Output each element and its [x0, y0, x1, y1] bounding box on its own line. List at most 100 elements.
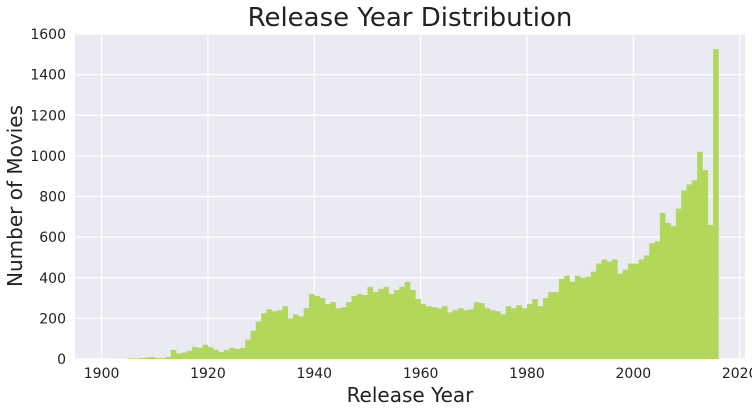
- histogram-bar: [671, 226, 677, 359]
- histogram-bar: [266, 309, 272, 359]
- histogram-bar: [352, 296, 358, 359]
- histogram-bar: [623, 270, 629, 359]
- histogram-bar: [144, 358, 150, 359]
- histogram-bar: [580, 278, 586, 359]
- histogram-bar: [213, 350, 219, 359]
- histogram-bar: [453, 310, 459, 359]
- histogram-bar: [245, 340, 251, 359]
- histogram-bar: [447, 312, 453, 359]
- y-axis-label: Number of Movies: [3, 105, 27, 287]
- histogram-bar: [681, 190, 687, 359]
- histogram-bar: [346, 302, 352, 359]
- histogram-bar: [128, 358, 134, 359]
- histogram-bar: [165, 357, 171, 359]
- histogram-bar: [298, 316, 304, 359]
- histogram-bar: [293, 314, 299, 359]
- histogram-bar: [367, 287, 373, 359]
- histogram-bar: [617, 274, 623, 359]
- histogram-bar: [139, 358, 145, 359]
- histogram-bar: [155, 358, 161, 359]
- histogram-bar: [442, 306, 448, 359]
- histogram-bar: [474, 302, 480, 359]
- histogram-bar: [554, 292, 560, 359]
- histogram-bar: [559, 279, 565, 359]
- histogram-bar: [639, 259, 645, 359]
- histogram-bar: [431, 307, 437, 359]
- histogram-bar: [394, 290, 400, 359]
- histogram-bar: [500, 314, 506, 359]
- y-tick-label: 1200: [30, 108, 66, 124]
- histogram-bar: [612, 259, 618, 359]
- histogram-bar: [277, 310, 283, 359]
- histogram-bar: [702, 170, 708, 359]
- histogram-bar: [591, 272, 597, 359]
- histogram-bar: [272, 311, 278, 359]
- x-tick-label: 1920: [190, 366, 226, 382]
- histogram-bar: [676, 209, 682, 359]
- histogram-bar: [570, 282, 576, 359]
- histogram-bar: [607, 262, 613, 360]
- histogram-bar: [187, 351, 193, 359]
- histogram-bar: [421, 304, 427, 359]
- y-tick-label: 400: [39, 271, 66, 287]
- histogram-bar: [282, 306, 288, 359]
- x-tick-label: 1940: [296, 366, 332, 382]
- y-tick-label: 1000: [30, 149, 66, 165]
- y-tick-label: 0: [57, 352, 66, 368]
- histogram-bar: [160, 358, 166, 359]
- histogram-bar: [437, 308, 443, 359]
- histogram-bar: [596, 264, 602, 359]
- histogram-bar: [197, 348, 203, 359]
- histogram-bar: [543, 298, 549, 359]
- y-tick-label: 1600: [30, 27, 66, 43]
- histogram-bar: [468, 309, 474, 359]
- histogram-bar: [522, 308, 528, 359]
- histogram-bar: [341, 307, 347, 359]
- histogram-bar: [399, 287, 405, 359]
- histogram-bar: [506, 306, 512, 359]
- histogram-bar: [601, 259, 607, 359]
- histogram-bar: [516, 305, 522, 359]
- histogram-bar: [405, 282, 411, 359]
- histogram-bar: [692, 180, 698, 359]
- histogram-bar: [713, 49, 719, 359]
- histogram-bar: [389, 294, 395, 359]
- histogram-bar: [532, 299, 538, 359]
- histogram-bar: [479, 303, 485, 359]
- histogram-bar: [644, 255, 650, 359]
- y-tick-label: 600: [39, 230, 66, 246]
- histogram-bar: [229, 348, 235, 359]
- chart-title: Release Year Distribution: [248, 3, 573, 33]
- histogram-bar: [628, 264, 634, 359]
- histogram-bar: [362, 295, 368, 359]
- y-tick-label: 200: [39, 311, 66, 327]
- histogram-bar: [261, 313, 267, 359]
- y-tick-label: 800: [39, 190, 66, 206]
- x-tick-label: 1960: [403, 366, 439, 382]
- histogram-bar: [383, 287, 389, 359]
- histogram-bar: [314, 296, 320, 359]
- histogram-bar: [511, 308, 517, 359]
- histogram-bar: [320, 298, 326, 359]
- histogram-bar: [463, 310, 469, 359]
- histogram-bar: [538, 306, 544, 359]
- x-tick-label: 1900: [84, 366, 120, 382]
- histogram-bar: [564, 276, 570, 359]
- histogram-bar: [240, 348, 246, 359]
- histogram-bar: [203, 345, 209, 359]
- histogram-bar: [224, 350, 230, 359]
- histogram-bar: [357, 294, 363, 359]
- histogram-bar: [208, 347, 214, 359]
- histogram-bar: [171, 350, 177, 359]
- histogram-bar: [660, 213, 666, 359]
- x-tick-label: 2000: [616, 366, 652, 382]
- histogram-bar: [585, 277, 591, 359]
- histogram-bar: [378, 289, 384, 359]
- histogram-bar: [325, 304, 331, 359]
- histogram-bar: [708, 225, 714, 359]
- histogram-bar: [288, 318, 294, 359]
